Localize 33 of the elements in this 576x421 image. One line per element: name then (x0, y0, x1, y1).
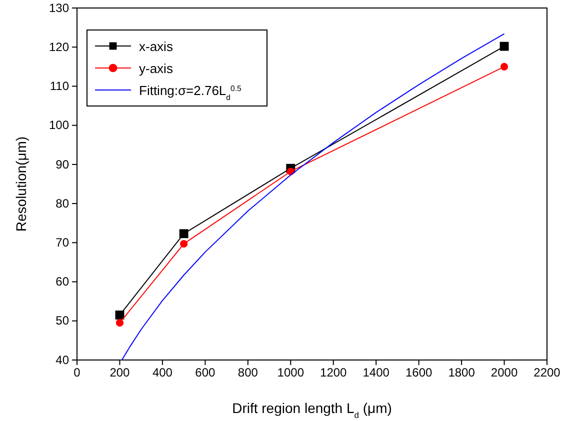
point (180, 240, 188, 248)
y-tick-label: 50 (56, 314, 70, 328)
line-series (121, 33, 505, 360)
y-tick-label: 80 (56, 196, 70, 210)
point (116, 319, 124, 327)
point (500, 62, 508, 70)
legend-label: x-axis (139, 39, 174, 54)
x-tick-label: 1600 (405, 366, 432, 380)
y-tick-label: 110 (50, 79, 70, 94)
x-tick-label: 0 (74, 366, 81, 380)
x-tick-label: 1000 (277, 366, 304, 380)
y-tick-label: 120 (48, 40, 70, 54)
x-tick-label: 600 (195, 366, 216, 380)
x-tick-label: 1200 (320, 366, 348, 380)
point (179, 229, 188, 238)
y-tick-label: 130 (48, 0, 70, 15)
y-tick-label: 90 (56, 157, 70, 172)
legend-label: y-axis (139, 61, 174, 76)
x-tick-label: 800 (238, 366, 258, 380)
y-tick-label: 60 (56, 274, 70, 289)
x-tick-label: 400 (152, 366, 173, 380)
x-tick-label: 2200 (534, 366, 561, 380)
y-axis-title: Resolution(μm) (13, 136, 29, 232)
point (500, 42, 509, 51)
point (115, 310, 124, 320)
x-tick-label: 2000 (490, 366, 518, 380)
y-tick-label: 40 (56, 352, 70, 367)
x-tick-label: 200 (110, 366, 130, 380)
y-tick-label: 100 (48, 118, 70, 132)
x-tick-label: 1400 (362, 366, 390, 380)
x-tick-label: 1800 (448, 366, 476, 380)
x-axis-title: Drift region length L$_{d}$ (μm) (232, 400, 392, 420)
y-tick-label: 70 (56, 236, 70, 250)
